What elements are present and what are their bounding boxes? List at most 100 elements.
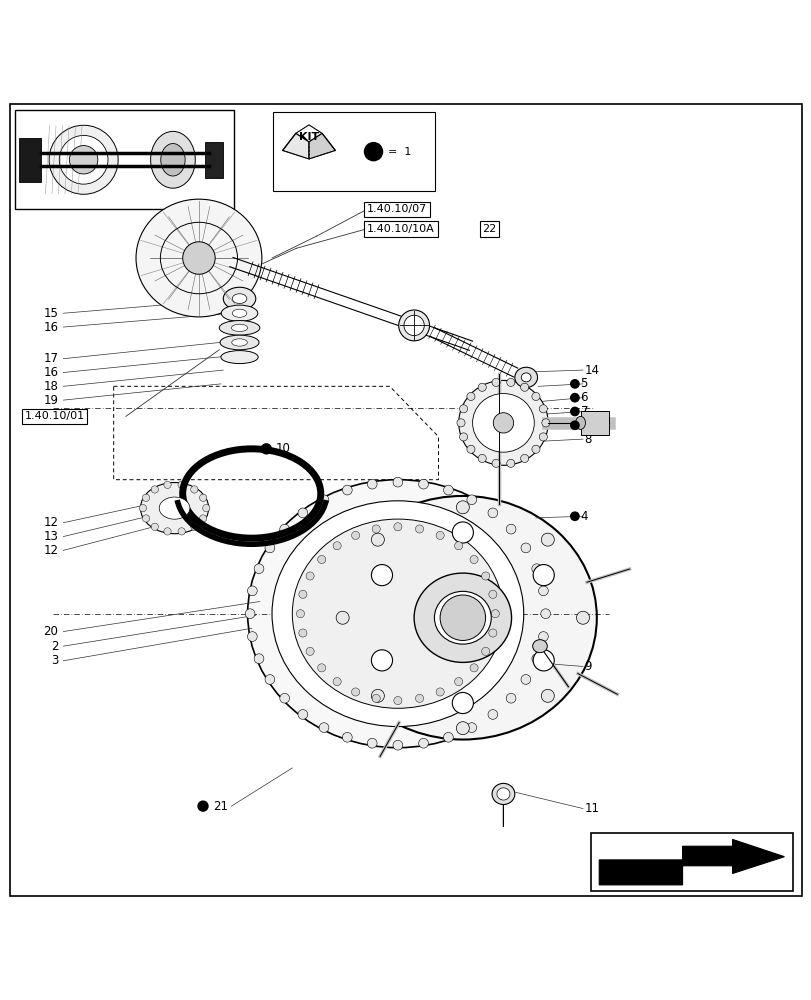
Ellipse shape [371, 525, 380, 533]
Ellipse shape [59, 135, 108, 184]
Text: 5: 5 [580, 419, 587, 432]
Circle shape [371, 650, 392, 671]
Circle shape [576, 611, 589, 624]
Ellipse shape [506, 459, 514, 467]
Text: 16: 16 [44, 321, 58, 334]
Ellipse shape [371, 694, 380, 702]
Ellipse shape [306, 572, 314, 580]
Bar [15, 110, 234, 209]
Ellipse shape [203, 504, 210, 512]
Ellipse shape [514, 367, 537, 388]
Ellipse shape [488, 629, 496, 637]
Ellipse shape [487, 710, 497, 719]
Text: 14: 14 [584, 364, 599, 377]
Ellipse shape [540, 609, 550, 619]
Text: KIT: KIT [298, 132, 319, 142]
Circle shape [569, 420, 579, 430]
Ellipse shape [520, 383, 528, 391]
Circle shape [371, 689, 384, 702]
Ellipse shape [521, 543, 530, 553]
Circle shape [533, 565, 554, 586]
Bar [580, 411, 608, 435]
Text: 8: 8 [584, 433, 591, 446]
Text: 7: 7 [580, 405, 587, 418]
Ellipse shape [538, 632, 547, 641]
Circle shape [452, 522, 473, 543]
Ellipse shape [298, 710, 307, 719]
Ellipse shape [491, 610, 499, 618]
Ellipse shape [521, 373, 530, 382]
Ellipse shape [306, 647, 314, 655]
Bar [205, 142, 223, 178]
Ellipse shape [505, 693, 515, 703]
Text: 22: 22 [482, 224, 496, 234]
Circle shape [456, 722, 469, 735]
Ellipse shape [470, 664, 478, 672]
Ellipse shape [178, 528, 185, 535]
Ellipse shape [298, 590, 307, 598]
Ellipse shape [333, 678, 341, 686]
Text: 20: 20 [44, 625, 58, 638]
Ellipse shape [142, 515, 149, 522]
Ellipse shape [478, 383, 486, 391]
Text: 17: 17 [44, 352, 58, 365]
Circle shape [569, 511, 579, 521]
Ellipse shape [200, 515, 207, 522]
Ellipse shape [317, 664, 325, 672]
Polygon shape [295, 125, 322, 142]
Circle shape [541, 689, 554, 702]
Ellipse shape [496, 788, 509, 800]
Ellipse shape [367, 479, 376, 489]
Ellipse shape [164, 528, 171, 535]
Ellipse shape [223, 287, 255, 310]
Ellipse shape [351, 688, 359, 696]
Text: 2: 2 [51, 640, 58, 653]
Ellipse shape [418, 479, 428, 489]
Circle shape [456, 501, 469, 514]
Ellipse shape [459, 405, 467, 413]
Ellipse shape [541, 419, 549, 427]
Ellipse shape [539, 405, 547, 413]
Ellipse shape [531, 564, 541, 574]
Ellipse shape [200, 494, 207, 501]
Ellipse shape [231, 339, 247, 346]
Ellipse shape [351, 531, 359, 539]
Ellipse shape [454, 542, 462, 550]
Circle shape [440, 595, 485, 640]
Text: 6: 6 [580, 391, 587, 404]
Ellipse shape [538, 586, 547, 596]
Circle shape [371, 565, 392, 586]
Text: 3: 3 [51, 654, 58, 667]
Ellipse shape [488, 590, 496, 598]
Ellipse shape [139, 504, 146, 512]
Ellipse shape [292, 519, 503, 708]
Circle shape [197, 800, 208, 812]
Text: 4: 4 [580, 510, 587, 523]
Ellipse shape [247, 632, 257, 641]
Text: =  1: = 1 [388, 147, 411, 157]
Ellipse shape [443, 485, 453, 495]
Ellipse shape [70, 146, 98, 174]
Ellipse shape [434, 591, 491, 644]
Ellipse shape [531, 392, 539, 401]
Ellipse shape [454, 678, 462, 686]
Ellipse shape [247, 480, 547, 748]
Ellipse shape [520, 454, 528, 463]
Ellipse shape [415, 525, 423, 533]
Circle shape [260, 443, 272, 455]
Ellipse shape [505, 524, 515, 534]
Ellipse shape [135, 199, 261, 317]
Ellipse shape [491, 783, 514, 804]
Ellipse shape [575, 416, 585, 429]
Circle shape [569, 379, 579, 389]
Text: 9: 9 [584, 660, 591, 673]
Ellipse shape [342, 485, 352, 495]
Text: 19: 19 [44, 394, 58, 407]
Ellipse shape [506, 378, 514, 386]
Ellipse shape [470, 555, 478, 564]
Ellipse shape [151, 523, 158, 530]
Ellipse shape [418, 738, 428, 748]
Ellipse shape [219, 321, 260, 335]
Ellipse shape [319, 723, 328, 732]
Ellipse shape [487, 508, 497, 518]
